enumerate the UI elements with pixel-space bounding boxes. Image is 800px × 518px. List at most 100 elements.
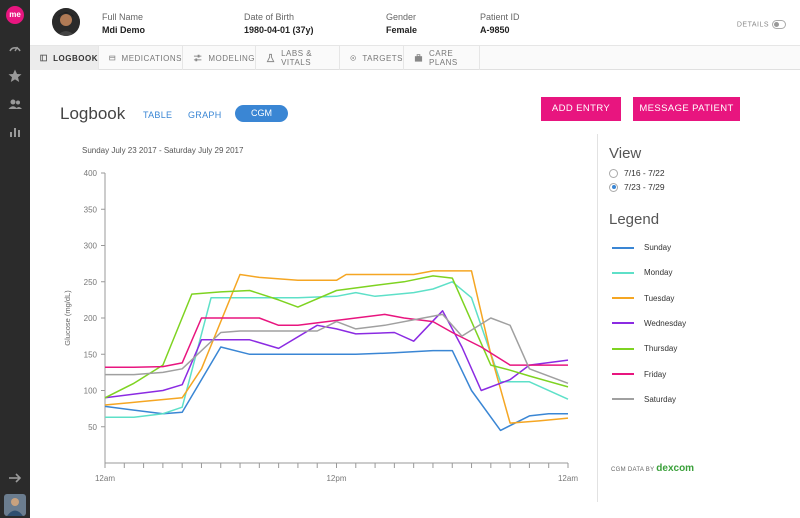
legend-item-saturday: Saturday [612, 395, 676, 404]
series-line-thursday [104, 275, 569, 399]
gender-label: Gender [386, 12, 417, 22]
gender-field: Gender Female [386, 12, 417, 35]
pill-icon [109, 55, 116, 61]
x-tick-label: 12am [95, 474, 115, 483]
full-name-label: Full Name [102, 12, 144, 22]
tab-medications-label: MEDICATIONS [121, 53, 182, 63]
legend-heading: Legend [609, 211, 660, 228]
y-tick-label: 50 [88, 423, 97, 432]
legend-label: Thursday [644, 344, 678, 354]
y-tick-label: 300 [84, 242, 98, 251]
legend-swatch [612, 297, 634, 300]
page-title: Logbook [60, 104, 126, 123]
series-line-monday [105, 281, 569, 419]
details-switch[interactable] [772, 20, 786, 29]
range-option-2[interactable]: 7/23 - 7/29 [609, 182, 665, 192]
series-line-wednesday [104, 310, 569, 399]
app-logo[interactable]: me [6, 6, 24, 24]
legend-item-sunday: Sunday [612, 243, 671, 252]
tab-care-plans[interactable]: CARE PLANS [404, 46, 480, 70]
legend-item-monday: Monday [612, 268, 672, 277]
star-icon[interactable] [7, 68, 23, 84]
legend-item-wednesday: Wednesday [612, 319, 686, 328]
dashboard-icon[interactable] [7, 40, 23, 56]
tab-medications[interactable]: MEDICATIONS [99, 46, 183, 70]
legend-label: Friday [644, 369, 667, 379]
patient-avatar [52, 8, 80, 36]
gender-value: Female [386, 25, 418, 35]
series-line-tuesday [104, 270, 569, 424]
y-tick-label: 150 [84, 350, 98, 359]
tab-targets-label: TARGETS [362, 53, 403, 63]
details-toggle[interactable]: DETAILS [737, 20, 786, 29]
range-label-1: 7/16 - 7/22 [624, 168, 665, 178]
tab-targets[interactable]: TARGETS [340, 46, 404, 70]
date-range: Sunday July 23 2017 - Saturday July 29 2… [82, 146, 244, 155]
y-tick-label: 200 [84, 314, 98, 323]
people-icon[interactable] [7, 96, 23, 112]
message-patient-button[interactable]: MESSAGE PATIENT [633, 97, 740, 121]
y-tick-label: 350 [84, 205, 98, 214]
tab-labs-vitals[interactable]: LABS & VITALS [256, 46, 340, 70]
series-line-friday [105, 313, 568, 369]
y-tick-label: 100 [84, 387, 98, 396]
tab-logbook[interactable]: LOGBOOK [30, 46, 99, 70]
legend-item-tuesday: Tuesday [612, 294, 674, 303]
full-name-value: Mdi Demo [102, 25, 146, 35]
tab-modeling-label: MODELING [208, 53, 255, 63]
full-name-field: Full Name Mdi Demo [102, 12, 145, 35]
glucose-chart: 50 100 150 200 250 300 350 400 12am 12pm 12am Gluco… [63, 169, 578, 483]
legend-swatch [612, 347, 634, 350]
tab-logbook-label: LOGBOOK [53, 53, 98, 63]
date-of-birth-field: Date of Birth 1980-04-01 (37y) [244, 12, 314, 35]
legend-label: Monday [644, 268, 673, 278]
flask-icon [266, 53, 275, 63]
left-rail: me [0, 0, 30, 518]
view-graph-link[interactable]: GRAPH [188, 110, 222, 120]
legend-swatch [612, 246, 634, 249]
legend-swatch [612, 322, 634, 325]
x-tick-label: 12am [558, 474, 578, 483]
y-axis-label: Glucose (mg/dL) [63, 290, 72, 346]
date-of-birth-value: 1980-04-01 (37y) [244, 25, 314, 35]
arrow-right-icon[interactable] [7, 470, 23, 486]
details-label: DETAILS [736, 21, 769, 29]
legend-swatch [612, 398, 634, 401]
date-of-birth-label: Date of Birth [244, 12, 295, 22]
legend-label: Wednesday [644, 318, 687, 328]
tab-modeling[interactable]: MODELING [183, 46, 256, 70]
view-table-link[interactable]: TABLE [143, 110, 173, 120]
legend-swatch [612, 271, 634, 274]
patient-header: Full Name Mdi Demo Date of Birth 1980-04… [30, 0, 800, 46]
range-option-1[interactable]: 7/16 - 7/22 [609, 168, 665, 178]
view-cgm-pill[interactable]: CGM [235, 105, 288, 122]
legend-label: Tuesday [644, 293, 675, 303]
range-label-2: 7/23 - 7/29 [624, 182, 665, 192]
book-icon [40, 54, 47, 62]
dexcom-logo: dexcom [656, 463, 695, 474]
sliders-icon [193, 54, 202, 62]
add-entry-button[interactable]: ADD ENTRY [541, 97, 621, 121]
patient-id-value: A-9850 [480, 25, 510, 35]
tab-labs-vitals-label: LABS & VITALS [281, 49, 313, 67]
cgm-attribution: CGM DATA BY dexcom [611, 463, 694, 474]
patient-id-label: Patient ID [480, 12, 520, 22]
bar-chart-icon[interactable] [7, 124, 23, 140]
view-heading: View [609, 145, 642, 162]
range-radio-2[interactable] [609, 182, 618, 192]
series-line-saturday [105, 313, 569, 385]
legend-item-thursday: Thursday [612, 344, 677, 353]
series-line-sunday [104, 346, 568, 432]
range-radio-1[interactable] [609, 168, 618, 178]
patient-id-field: Patient ID A-9850 [480, 12, 520, 35]
tab-care-plans-label: CARE PLANS [428, 49, 458, 67]
target-icon [350, 55, 356, 61]
y-tick-label: 250 [84, 278, 98, 287]
legend-swatch [612, 373, 634, 375]
legend-label: Sunday [644, 243, 672, 252]
briefcase-icon [414, 54, 423, 62]
user-avatar[interactable] [4, 494, 26, 516]
legend-item-friday: Friday [612, 370, 666, 379]
legend-label: Saturday [644, 394, 677, 404]
